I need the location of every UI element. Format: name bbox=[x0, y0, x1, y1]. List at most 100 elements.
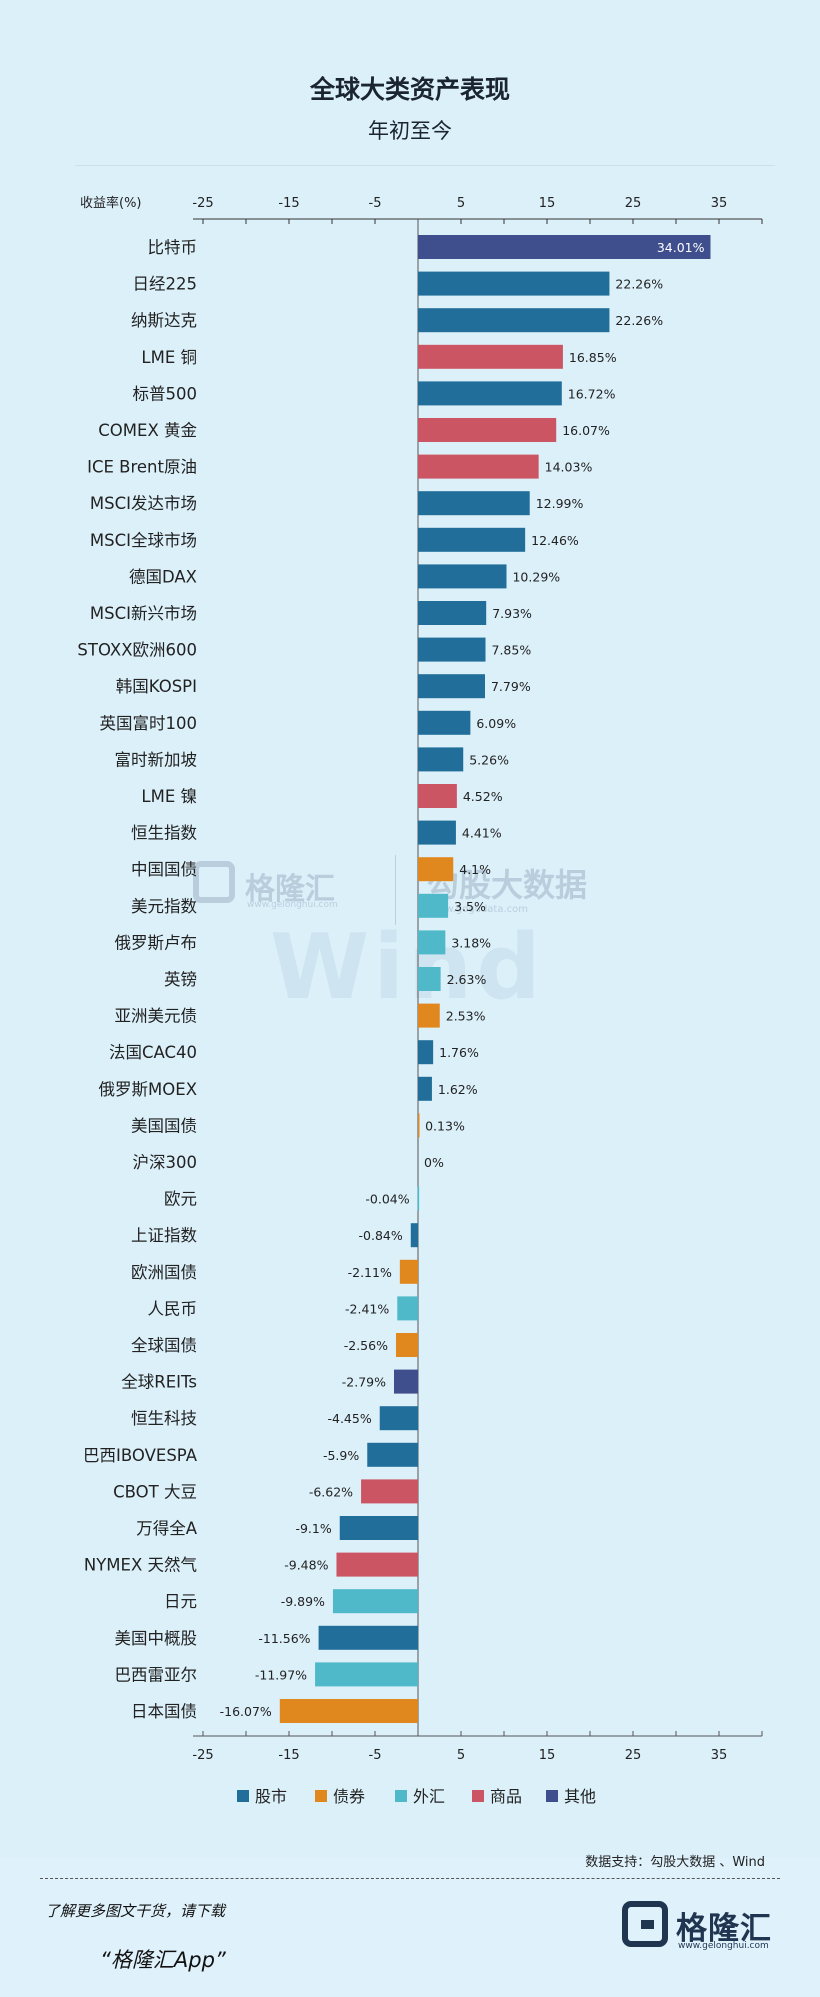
y-axis-title: 收益率(%) bbox=[80, 195, 142, 211]
bar bbox=[336, 1552, 418, 1577]
bar bbox=[399, 1259, 418, 1284]
bar bbox=[418, 747, 464, 772]
bar bbox=[418, 344, 563, 369]
category-label: 恒生指数 bbox=[131, 824, 198, 843]
category-label: 标普500 bbox=[133, 384, 198, 403]
data-label: -2.56% bbox=[344, 1338, 388, 1353]
data-label: -11.56% bbox=[258, 1631, 310, 1646]
category-label: MSCI新兴市场 bbox=[90, 604, 197, 623]
category-label: 英国富时100 bbox=[100, 714, 198, 733]
data-label: -2.41% bbox=[345, 1301, 389, 1316]
category-label: 美国中概股 bbox=[115, 1629, 198, 1648]
category-label: MSCI全球市场 bbox=[90, 531, 197, 550]
legend-swatch bbox=[395, 1790, 407, 1802]
bottom-tick-label: -25 bbox=[192, 1748, 213, 1763]
bar bbox=[318, 1625, 418, 1650]
bar bbox=[418, 1076, 432, 1101]
data-label: 1.62% bbox=[438, 1082, 478, 1097]
bar bbox=[332, 1589, 418, 1614]
category-label: NYMEX 天然气 bbox=[84, 1556, 197, 1575]
data-label: 6.09% bbox=[476, 716, 516, 731]
chart-card bbox=[0, 0, 820, 1858]
category-label: 沪深300 bbox=[133, 1153, 198, 1172]
category-label: COMEX 黄金 bbox=[98, 421, 197, 440]
data-label: 22.26% bbox=[615, 313, 663, 328]
chart-title: 全球大类资产表现 bbox=[309, 75, 510, 104]
bar bbox=[418, 381, 562, 406]
data-label: 12.46% bbox=[531, 533, 579, 548]
bar bbox=[418, 235, 711, 259]
category-label: 全球国债 bbox=[131, 1336, 197, 1355]
bottom-tick-label: 5 bbox=[457, 1748, 465, 1763]
bar bbox=[418, 1003, 440, 1028]
top-tick-label: 5 bbox=[457, 196, 465, 211]
legend-swatch bbox=[546, 1790, 558, 1802]
category-label: 欧元 bbox=[164, 1190, 197, 1209]
category-label: 人民币 bbox=[148, 1299, 198, 1318]
footer-app-name: “格隆汇App” bbox=[100, 1948, 226, 1972]
category-label: 日元 bbox=[164, 1592, 197, 1611]
data-label: 5.26% bbox=[469, 752, 509, 767]
data-label: 16.72% bbox=[568, 386, 616, 401]
category-label: 全球REITs bbox=[121, 1373, 197, 1392]
bar bbox=[279, 1699, 418, 1723]
bar bbox=[367, 1442, 418, 1467]
category-label: 巴西雷亚尔 bbox=[115, 1665, 198, 1684]
data-label: -6.62% bbox=[309, 1484, 353, 1499]
bottom-tick-label: 25 bbox=[625, 1748, 642, 1763]
legend-swatch bbox=[472, 1790, 484, 1802]
bar bbox=[418, 857, 454, 882]
bar bbox=[418, 454, 539, 479]
bar bbox=[418, 930, 446, 955]
category-label: 日经225 bbox=[133, 275, 198, 294]
category-label: 亚洲美元债 bbox=[115, 1007, 198, 1026]
legend-label: 商品 bbox=[490, 1787, 522, 1806]
footer-download-text: 了解更多图文干货，请下载 bbox=[45, 1902, 226, 1920]
category-label: 美国国债 bbox=[131, 1116, 197, 1135]
data-label: -5.9% bbox=[323, 1448, 359, 1463]
gelonghui-logo-text: 格隆汇 bbox=[676, 1911, 772, 1947]
bottom-tick-label: 15 bbox=[539, 1748, 556, 1763]
bottom-tick-label: -15 bbox=[278, 1748, 299, 1763]
category-label: 俄罗斯MOEX bbox=[99, 1080, 197, 1099]
data-label: 34.01% bbox=[657, 240, 705, 255]
data-label: 4.41% bbox=[462, 826, 502, 841]
data-label: -0.04% bbox=[365, 1192, 409, 1207]
data-label: -4.45% bbox=[327, 1411, 371, 1426]
footer-divider bbox=[40, 1878, 780, 1879]
gelonghui-logo-icon bbox=[622, 1901, 668, 1947]
bar bbox=[361, 1479, 418, 1504]
category-label: 日本国债 bbox=[131, 1702, 197, 1721]
bar bbox=[315, 1662, 418, 1687]
data-label: -2.11% bbox=[348, 1265, 392, 1280]
legend-label: 股市 bbox=[255, 1787, 287, 1806]
bar bbox=[418, 893, 449, 918]
bar bbox=[418, 820, 456, 845]
data-source: 数据支持：勾股大数据 、Wind bbox=[585, 1855, 765, 1870]
category-label: STOXX欧洲600 bbox=[77, 641, 197, 660]
data-label: 4.1% bbox=[459, 862, 491, 877]
bar bbox=[418, 491, 530, 516]
bar bbox=[417, 1186, 420, 1211]
title-divider bbox=[75, 165, 775, 166]
top-tick-label: 15 bbox=[539, 196, 556, 211]
top-tick-label: -25 bbox=[192, 196, 213, 211]
bar bbox=[418, 637, 486, 662]
bar bbox=[418, 1040, 434, 1065]
category-label: 韩国KOSPI bbox=[116, 677, 197, 696]
data-label: -9.1% bbox=[295, 1521, 331, 1536]
data-label: 3.5% bbox=[454, 899, 486, 914]
watermark-separator bbox=[395, 855, 396, 925]
category-label: 美元指数 bbox=[131, 897, 198, 916]
top-tick-label: 35 bbox=[711, 196, 728, 211]
bar bbox=[418, 564, 507, 589]
data-label: 7.85% bbox=[492, 643, 532, 658]
data-label: 0% bbox=[424, 1155, 444, 1170]
data-label: -9.48% bbox=[284, 1558, 328, 1573]
bar bbox=[418, 271, 610, 296]
category-label: 英镑 bbox=[164, 970, 197, 989]
bar bbox=[418, 601, 487, 625]
category-label: MSCI发达市场 bbox=[90, 494, 197, 513]
bar bbox=[418, 1113, 420, 1138]
data-label: 2.53% bbox=[446, 1009, 486, 1024]
